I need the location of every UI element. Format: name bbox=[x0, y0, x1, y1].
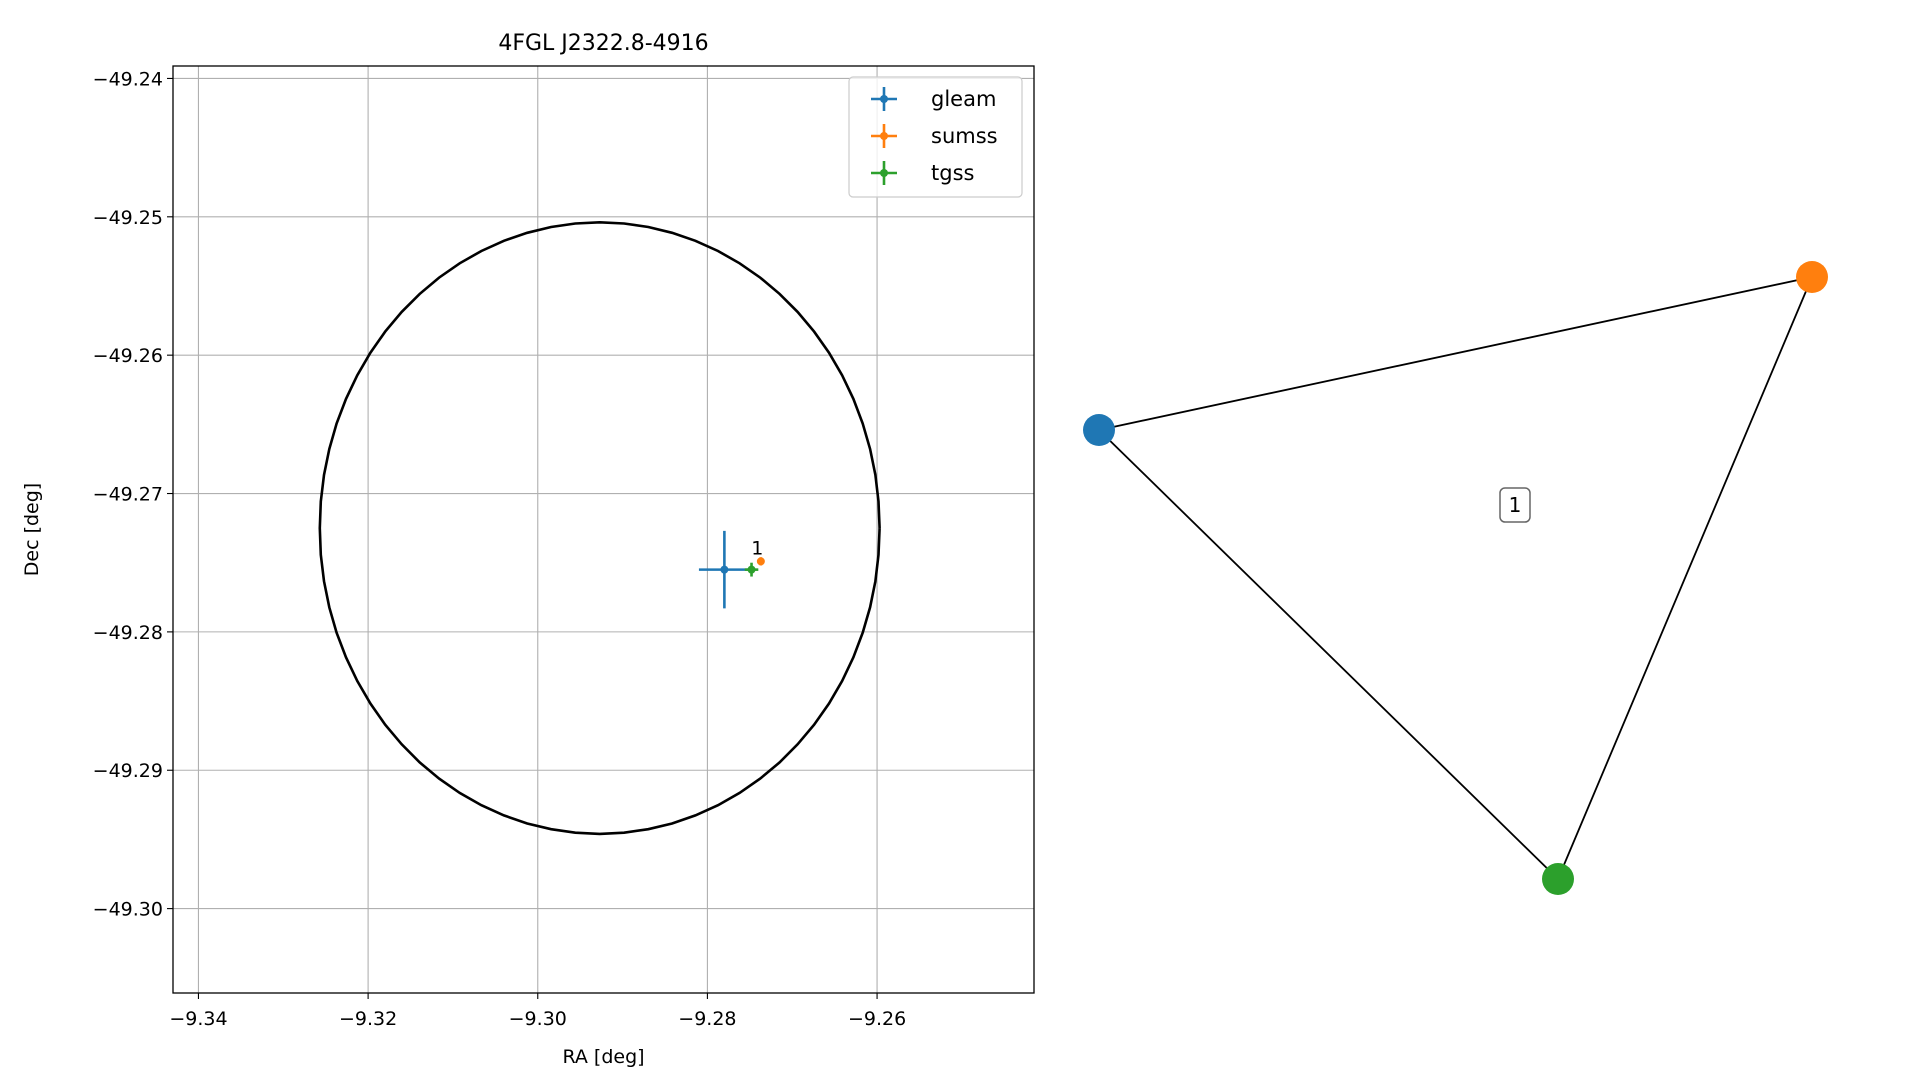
legend-entry-gleam: gleam bbox=[871, 87, 996, 111]
legend-label: tgss bbox=[931, 161, 974, 185]
graph-label-box bbox=[1499, 487, 1531, 523]
localization-ellipse bbox=[318, 220, 881, 836]
association-graph: 1 bbox=[1083, 261, 1828, 895]
x-axis-label: RA [deg] bbox=[562, 1046, 644, 1068]
y-axis-label: Dec [deg] bbox=[21, 483, 43, 576]
graph-label-text: 1 bbox=[1509, 493, 1522, 517]
data-point bbox=[720, 565, 729, 574]
data-point bbox=[747, 565, 756, 574]
edge-gleam-sumss bbox=[1098, 276, 1813, 431]
legend-marker-dot bbox=[880, 95, 888, 103]
y-tick-label: −49.26 bbox=[93, 345, 163, 367]
point-annotation: 1 bbox=[751, 538, 763, 560]
axes-frame bbox=[172, 65, 1035, 994]
x-tick-label: −9.28 bbox=[678, 1008, 736, 1030]
sources: 1 bbox=[698, 530, 765, 609]
x-tick-label: −9.32 bbox=[339, 1008, 397, 1030]
node-tgss bbox=[1542, 863, 1574, 895]
legend-entry-sumss: sumss bbox=[871, 124, 998, 148]
legend-frame bbox=[848, 76, 1023, 198]
graph-nodes bbox=[1083, 261, 1828, 895]
source-tgss bbox=[744, 562, 759, 577]
grid bbox=[173, 66, 1034, 993]
x-tick-label: −9.26 bbox=[848, 1008, 906, 1030]
y-tick-label: −49.30 bbox=[93, 899, 163, 921]
y-tick-label: −49.24 bbox=[93, 68, 163, 90]
y-tick-label: −49.29 bbox=[93, 760, 163, 782]
y-tick-label: −49.25 bbox=[93, 207, 163, 229]
edge-tgss-gleam bbox=[1098, 429, 1559, 880]
graph-edges bbox=[1098, 276, 1813, 880]
edge-sumss-tgss bbox=[1557, 276, 1813, 880]
legend-marker-dot bbox=[880, 132, 888, 140]
ellipse-outline bbox=[318, 220, 881, 836]
data-point bbox=[756, 557, 765, 566]
legend-label: gleam bbox=[931, 87, 996, 111]
x-tick-label: −9.34 bbox=[169, 1008, 227, 1030]
legend-label: sumss bbox=[931, 124, 998, 148]
source-sumss bbox=[756, 557, 765, 566]
graph-label: 1 bbox=[1499, 487, 1531, 523]
legend-marker-dot bbox=[880, 169, 888, 177]
x-tick-label: −9.30 bbox=[509, 1008, 567, 1030]
legend-entry-tgss: tgss bbox=[871, 161, 974, 185]
y-tick-label: −49.28 bbox=[93, 622, 163, 644]
legend: gleam sumss tgss bbox=[848, 76, 1023, 198]
node-sumss bbox=[1796, 261, 1828, 293]
axis-ticks: −9.34 −9.32 −9.30 −9.28 −9.26 −49.24 −49.25 −49… bbox=[93, 68, 907, 1030]
chart-title: 4FGL J2322.8-4916 bbox=[498, 31, 708, 56]
source-gleam bbox=[698, 530, 750, 609]
y-tick-label: −49.27 bbox=[93, 484, 163, 506]
node-gleam bbox=[1083, 414, 1115, 446]
position-chart: 1 −9.34 −9.32 −9.30 −9.28 −9.26−49.24−49.25−… bbox=[21, 31, 1035, 1068]
